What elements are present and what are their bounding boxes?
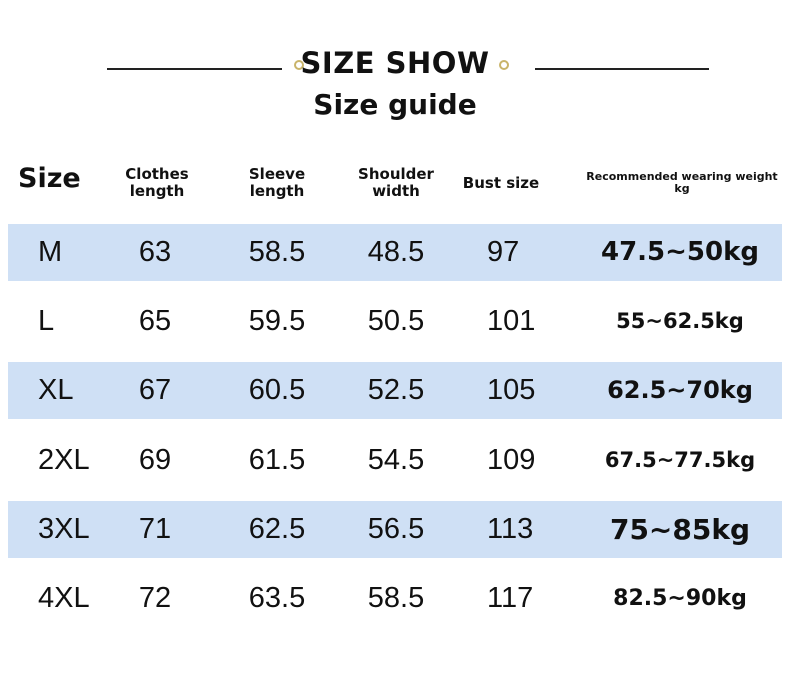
size-label: 3XL: [38, 512, 90, 545]
table-cell: 47.5~50kg: [600, 237, 760, 267]
column-header: Recommended wearing weight kg: [586, 170, 778, 195]
table-cell: 69: [138, 443, 172, 476]
table-cell: 52.5: [367, 374, 425, 407]
table-cell: 101: [487, 305, 536, 338]
table-cell: 63.5: [248, 582, 306, 614]
size-label: 4XL: [38, 582, 90, 614]
table-cell: 105: [487, 374, 536, 407]
ornament: [499, 60, 509, 70]
table-row: 2XL 69 61.5 54.5 109 67.5~77.5kg: [8, 432, 782, 489]
table-cell: 61.5: [248, 443, 306, 476]
column-header: Sleeve length: [248, 165, 306, 200]
table-row: 4XL 72 63.5 58.5 117 82.5~90kg: [8, 570, 782, 627]
column-header: Clothes length: [125, 165, 189, 200]
table-cell: 113: [487, 512, 534, 545]
table-cell: 65: [138, 305, 172, 338]
table-cell: 117: [487, 582, 534, 614]
table-cell: 48.5: [367, 236, 425, 268]
table-cell: 72: [138, 582, 172, 614]
table-cell: 58.5: [248, 236, 306, 268]
size-label: M: [38, 236, 63, 268]
table-cell: 58.5: [367, 582, 425, 614]
table-cell: 59.5: [248, 305, 306, 338]
table-cell: 54.5: [367, 443, 425, 476]
size-label: XL: [38, 374, 74, 407]
table-cell: 82.5~90kg: [613, 586, 747, 611]
table-cell: 109: [487, 443, 536, 476]
table-row: M 63 58.5 48.5 97 47.5~50kg: [8, 224, 782, 281]
table-cell: 71: [138, 512, 172, 545]
table-cell: 63: [138, 236, 172, 268]
ornament: [294, 60, 304, 70]
table-cell: 60.5: [248, 374, 306, 407]
subtitle: Size guide: [313, 88, 477, 121]
table-cell: 55~62.5kg: [616, 309, 744, 334]
title: SIZE SHOW: [300, 46, 490, 80]
table-cell: 67.5~77.5kg: [604, 447, 756, 472]
table-row: L 65 59.5 50.5 101 55~62.5kg: [8, 293, 782, 350]
divider: [107, 68, 282, 70]
table-cell: 97: [487, 236, 520, 268]
table-cell: 62.5: [248, 512, 306, 545]
size-label: 2XL: [38, 443, 90, 476]
column-header: Bust size: [462, 174, 540, 192]
table-row: 3XL 71 62.5 56.5 113 75~85kg: [8, 500, 782, 558]
table-cell: 67: [138, 374, 172, 407]
size-label: L: [38, 305, 55, 338]
table-cell: 62.5~70kg: [607, 376, 753, 405]
column-header: Shoulder width: [358, 165, 434, 200]
column-header: Size: [18, 163, 81, 194]
table-cell: 75~85kg: [609, 512, 751, 546]
table-cell: 50.5: [367, 305, 425, 338]
table-cell: 56.5: [367, 512, 425, 545]
table-row: XL 67 60.5 52.5 105 62.5~70kg: [8, 362, 782, 420]
divider: [535, 68, 709, 70]
